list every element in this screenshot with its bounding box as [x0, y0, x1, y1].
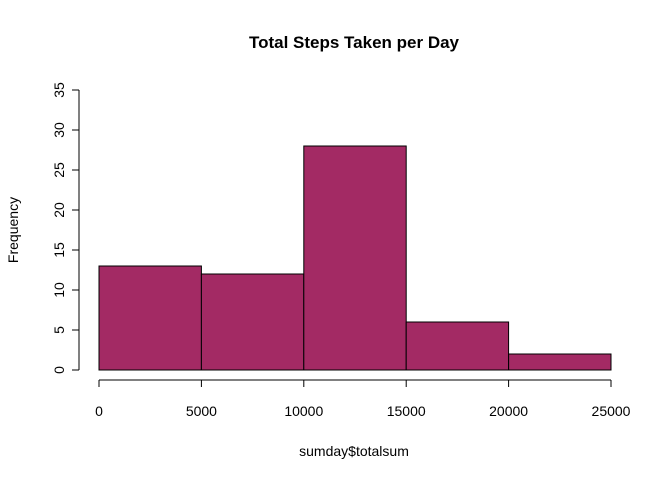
y-axis: 0 5 10 15 20 25 30 35: [51, 82, 80, 374]
x-tick-label: 10000: [284, 403, 323, 419]
y-axis-label: Frequency: [5, 197, 21, 263]
x-tick-label: 15000: [387, 403, 426, 419]
y-tick-label: 15: [51, 242, 67, 258]
y-tick-label: 20: [51, 202, 67, 218]
x-axis: 0 5000 10000 15000 20000 25000: [95, 379, 631, 419]
histogram-bar: [98, 265, 202, 371]
y-tick-label: 25: [51, 162, 67, 178]
y-tick-label: 0: [51, 366, 67, 374]
x-tick-label: 20000: [489, 403, 528, 419]
x-tick-label: 0: [95, 403, 103, 419]
bars-group: [98, 145, 612, 371]
histogram-bar: [405, 321, 510, 371]
histogram-bar: [508, 353, 612, 371]
x-tick-label: 25000: [592, 403, 631, 419]
y-tick-label: 10: [51, 282, 67, 298]
x-axis-label: sumday$totalsum: [299, 443, 409, 459]
y-tick-label: 35: [51, 82, 67, 98]
y-tick-label: 30: [51, 122, 67, 138]
y-tick-label: 5: [51, 326, 67, 334]
x-tick-label: 5000: [186, 403, 217, 419]
histogram-bar: [200, 273, 305, 371]
chart-title: Total Steps Taken per Day: [249, 33, 460, 52]
histogram-bar: [303, 145, 407, 371]
